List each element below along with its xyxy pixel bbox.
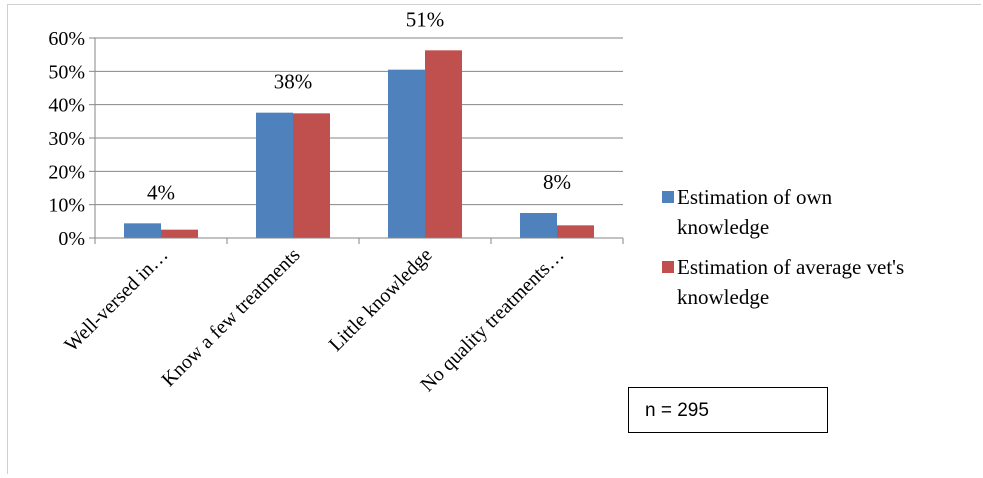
category-label: No quality treatments… <box>416 244 568 396</box>
category-label: Little knowledge <box>325 244 437 356</box>
y-tick-label: 0% <box>58 228 85 250</box>
legend-swatch <box>662 261 674 273</box>
y-tick-label: 60% <box>48 28 85 50</box>
bar <box>388 69 425 239</box>
bar <box>520 213 557 238</box>
legend-swatch <box>662 191 674 203</box>
sample-size-label: n = 295 <box>645 400 709 421</box>
bar <box>124 223 161 238</box>
axes <box>94 38 624 244</box>
gridlines <box>89 37 623 239</box>
bar <box>161 229 198 238</box>
bar <box>557 225 594 238</box>
y-axis-tick-labels: 0% 10% 20% 30% 40% 50% 60% <box>48 28 85 250</box>
legend-label: knowledge <box>677 285 769 309</box>
category-label: Know a few treatments <box>157 244 304 391</box>
y-tick-label: 20% <box>48 161 85 183</box>
data-label: 8% <box>543 170 571 194</box>
chart-area <box>7 4 981 474</box>
bar <box>256 112 293 238</box>
x-axis-category-labels: Well-versed in…Know a few treatments Litt… <box>60 244 568 396</box>
data-labels: 4% 38% 51% 8% <box>147 7 571 204</box>
bar <box>293 113 330 238</box>
bar <box>425 50 462 239</box>
legend-label: Estimation of own <box>677 185 833 209</box>
bars <box>124 50 594 239</box>
data-label: 4% <box>147 180 175 204</box>
y-tick-label: 10% <box>48 195 85 217</box>
sample-size-box: n = 295 <box>628 387 828 433</box>
data-label: 51% <box>406 7 445 31</box>
y-tick-label: 50% <box>48 61 85 83</box>
category-label: Well-versed in… <box>60 244 172 356</box>
data-label: 38% <box>274 70 313 94</box>
legend: Estimation of own knowledge Estimation of … <box>662 185 904 309</box>
y-tick-label: 30% <box>48 128 85 150</box>
legend-label: knowledge <box>677 215 769 239</box>
legend-label: Estimation of average vet's <box>677 255 904 279</box>
y-tick-label: 40% <box>48 95 85 117</box>
